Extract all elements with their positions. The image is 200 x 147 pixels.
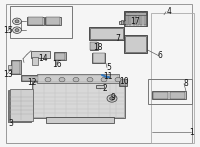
Circle shape bbox=[59, 77, 65, 82]
Text: 12: 12 bbox=[27, 78, 37, 87]
Bar bbox=[89, 27, 124, 40]
Text: 3: 3 bbox=[9, 119, 13, 128]
Bar bbox=[27, 17, 44, 25]
Text: 11: 11 bbox=[103, 72, 113, 81]
Circle shape bbox=[110, 97, 114, 100]
Bar bbox=[8, 91, 31, 122]
Circle shape bbox=[13, 18, 21, 25]
Bar bbox=[8, 90, 31, 122]
Text: 16: 16 bbox=[52, 60, 62, 69]
Text: 5: 5 bbox=[107, 63, 111, 72]
Bar bbox=[46, 117, 114, 123]
Bar bbox=[28, 17, 43, 25]
Text: 8: 8 bbox=[184, 79, 188, 88]
Circle shape bbox=[101, 77, 107, 82]
Circle shape bbox=[15, 29, 19, 32]
Bar bbox=[125, 12, 146, 26]
Bar bbox=[153, 92, 168, 99]
Circle shape bbox=[45, 77, 51, 82]
Bar bbox=[9, 90, 32, 121]
Text: 18: 18 bbox=[93, 42, 103, 52]
Text: 9: 9 bbox=[111, 93, 115, 102]
Bar bbox=[45, 17, 61, 25]
Text: 2: 2 bbox=[103, 84, 107, 93]
Text: 14: 14 bbox=[38, 54, 48, 63]
Bar bbox=[133, 12, 135, 25]
Bar bbox=[37, 74, 119, 83]
Bar bbox=[11, 60, 21, 74]
Text: 6: 6 bbox=[158, 51, 162, 60]
Text: 1: 1 bbox=[190, 128, 194, 137]
Bar bbox=[148, 79, 192, 104]
Bar bbox=[124, 20, 126, 24]
Text: 7: 7 bbox=[116, 34, 120, 43]
Bar bbox=[10, 6, 72, 38]
Bar bbox=[90, 42, 98, 50]
Bar bbox=[8, 65, 12, 69]
Circle shape bbox=[73, 77, 79, 82]
Bar bbox=[125, 12, 146, 15]
Circle shape bbox=[107, 95, 117, 102]
Bar bbox=[38, 75, 118, 82]
Bar bbox=[55, 53, 65, 60]
Text: 13: 13 bbox=[3, 70, 13, 80]
Bar bbox=[129, 12, 131, 25]
Circle shape bbox=[13, 27, 21, 33]
Bar bbox=[121, 20, 123, 24]
Bar bbox=[54, 52, 66, 60]
Bar bbox=[124, 35, 147, 53]
Circle shape bbox=[115, 77, 121, 82]
Text: 10: 10 bbox=[119, 77, 129, 86]
Circle shape bbox=[15, 20, 19, 23]
Bar bbox=[12, 61, 20, 74]
Bar bbox=[170, 92, 185, 99]
Bar bbox=[32, 57, 38, 65]
Bar bbox=[119, 21, 130, 24]
Bar bbox=[93, 53, 105, 63]
Bar bbox=[21, 75, 43, 81]
Text: 4: 4 bbox=[167, 7, 171, 16]
Bar bbox=[96, 85, 104, 88]
Text: 15: 15 bbox=[4, 26, 13, 35]
Bar bbox=[22, 76, 42, 81]
Bar bbox=[126, 12, 128, 25]
Bar bbox=[119, 79, 127, 86]
Bar bbox=[151, 13, 194, 143]
Bar bbox=[90, 28, 123, 39]
Bar bbox=[140, 12, 142, 25]
Bar bbox=[10, 89, 33, 121]
Bar bbox=[125, 36, 146, 52]
Bar bbox=[136, 12, 139, 25]
Bar bbox=[33, 82, 124, 117]
Bar bbox=[144, 12, 146, 25]
Bar bbox=[90, 42, 97, 50]
Bar bbox=[124, 11, 147, 26]
Bar bbox=[152, 91, 186, 99]
Circle shape bbox=[87, 77, 93, 82]
Bar bbox=[120, 79, 126, 86]
Bar bbox=[31, 51, 50, 58]
Bar bbox=[32, 82, 125, 118]
Text: 17: 17 bbox=[130, 17, 140, 26]
Bar bbox=[92, 53, 105, 63]
Bar bbox=[46, 17, 60, 25]
